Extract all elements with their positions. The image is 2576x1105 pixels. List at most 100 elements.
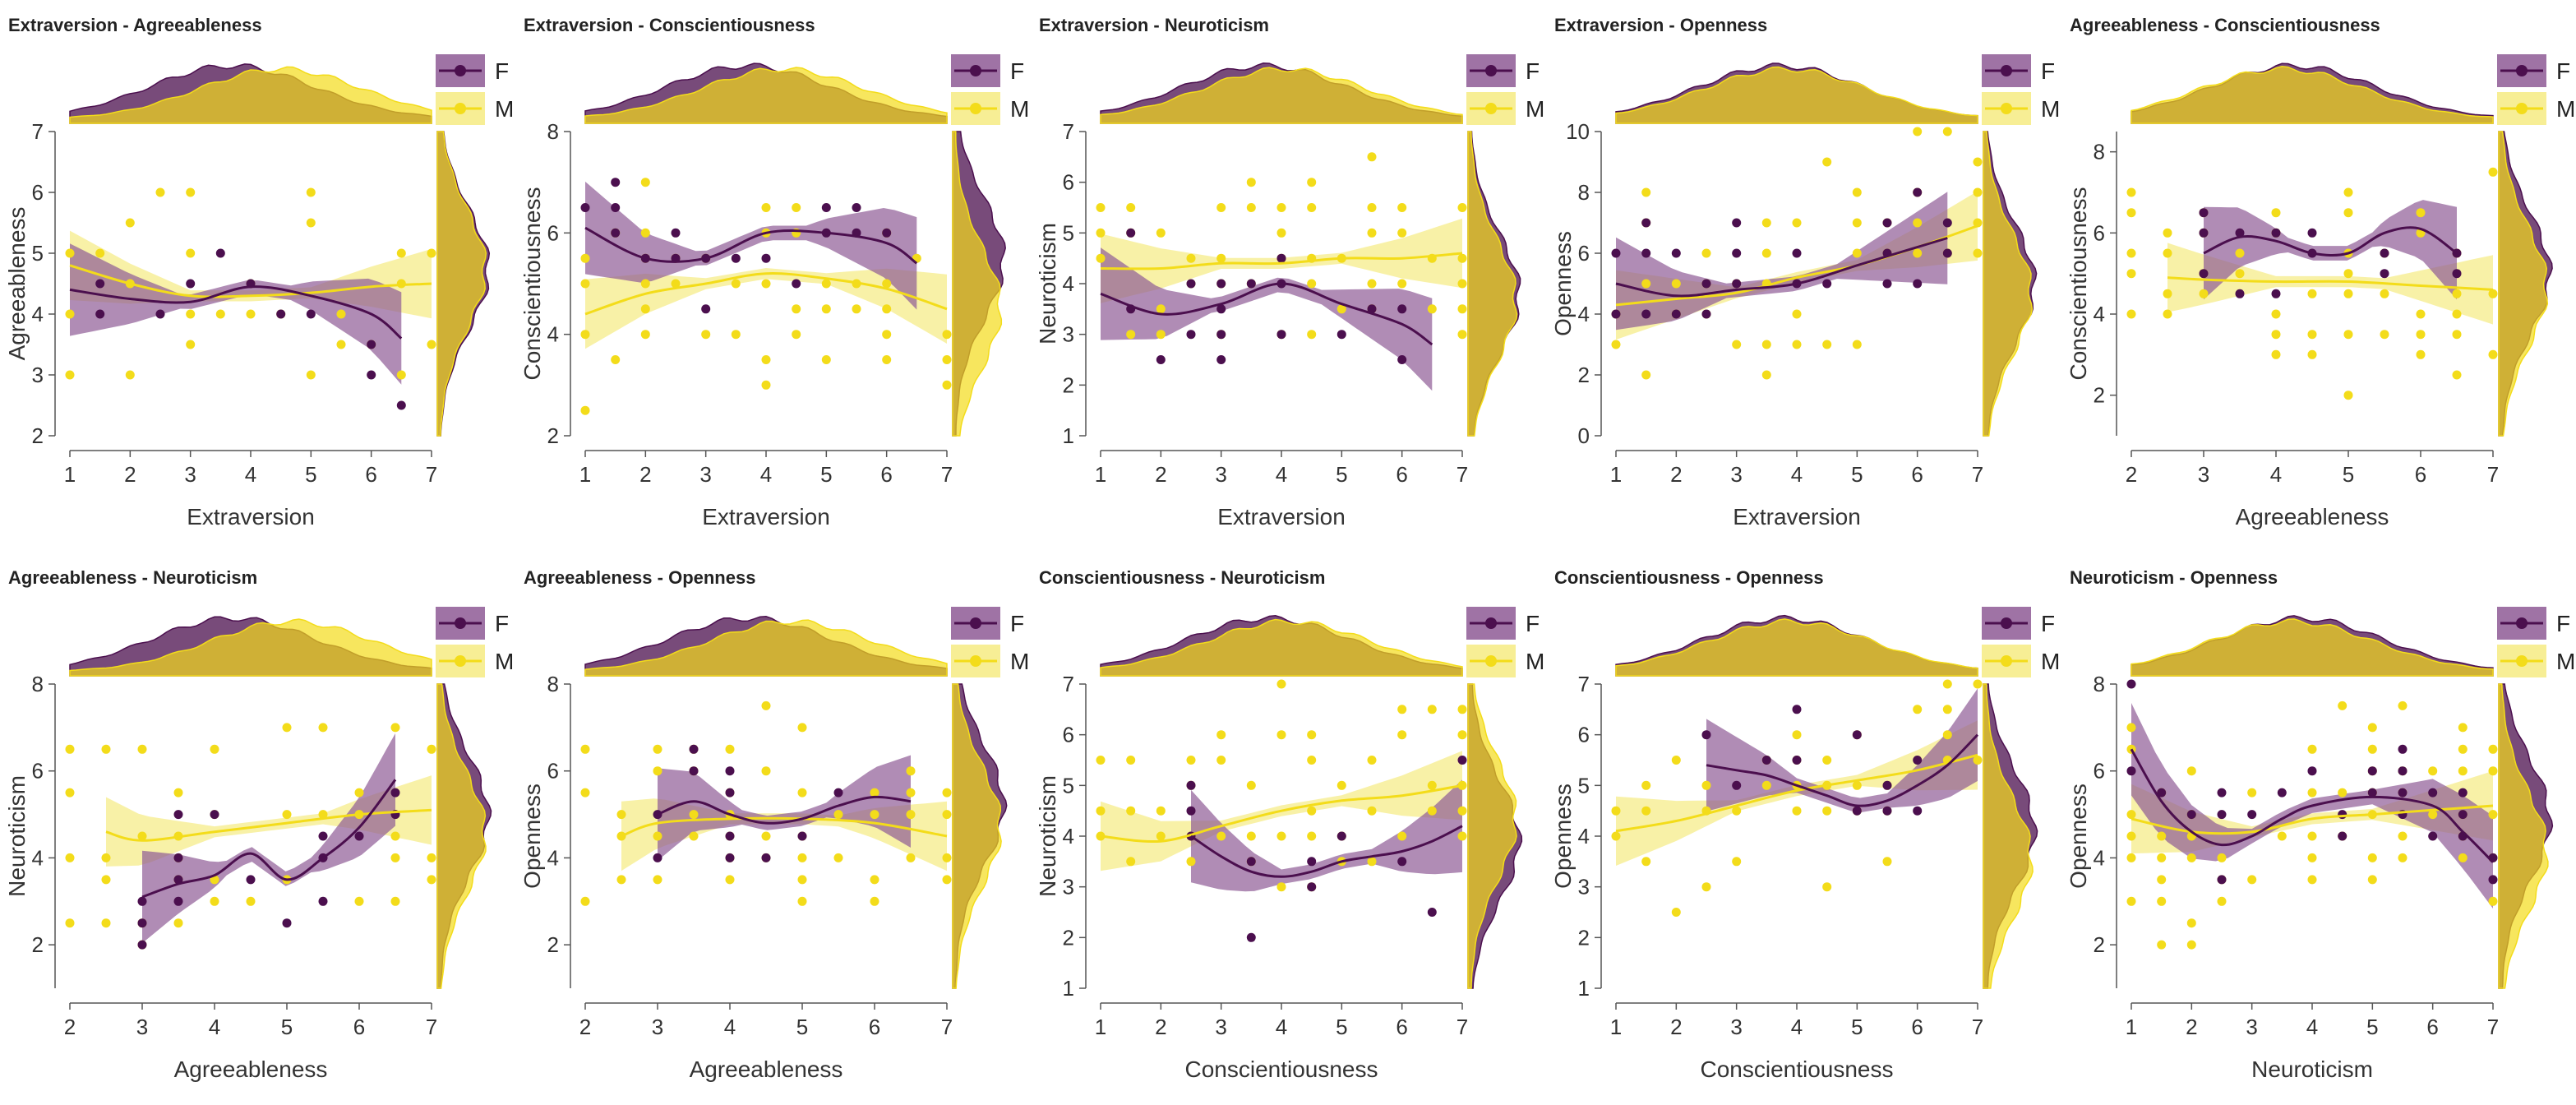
m-point [1457, 330, 1467, 340]
m-point [2488, 766, 2498, 776]
m-point [1246, 203, 1256, 212]
f-point [173, 896, 183, 906]
m-point [1942, 127, 1952, 136]
m-point [65, 853, 75, 862]
f-point [1852, 806, 1862, 816]
y-tick-label: 4 [32, 845, 44, 870]
f-point [173, 853, 183, 862]
f-point [1641, 248, 1651, 258]
f-point [611, 178, 621, 187]
legend-label-f: F [2041, 58, 2055, 84]
m-point [2247, 788, 2257, 798]
legend-point-f [970, 617, 981, 629]
f-point [1732, 248, 1742, 258]
m-point [65, 370, 75, 380]
m-point [210, 744, 219, 754]
m-point [1126, 806, 1136, 816]
y-tick-label: 2 [1063, 372, 1074, 397]
m-point [906, 853, 916, 862]
m-point [1792, 309, 1802, 319]
m-point [2126, 853, 2136, 862]
x-tick-label: 3 [1730, 462, 1742, 487]
f-point [1611, 248, 1621, 258]
x-tick-label: 3 [136, 1015, 148, 1039]
x-tick-label: 4 [209, 1015, 220, 1039]
f-point [1397, 304, 1407, 314]
m-fit-line [69, 264, 432, 298]
m-point [882, 279, 892, 289]
m-point [1276, 203, 1286, 212]
m-point [390, 896, 400, 906]
m-point [1307, 831, 1317, 841]
m-point [1156, 831, 1166, 841]
m-point [1276, 831, 1286, 841]
legend-label-m: M [2041, 649, 2060, 674]
x-axis-label: Extraversion [1217, 504, 1346, 529]
f-point [1852, 730, 1862, 740]
f-point [2458, 788, 2468, 798]
m-point [1761, 340, 1771, 349]
f-point [2217, 788, 2227, 798]
f-point [2199, 269, 2209, 279]
m-point [2488, 349, 2498, 359]
m-point [2277, 831, 2287, 841]
side-density-m [436, 683, 487, 989]
x-tick-label: 4 [1276, 1015, 1287, 1039]
side-density-m [952, 131, 1003, 437]
y-axis-label: Neuroticism [1035, 223, 1060, 344]
legend-point-f [2516, 65, 2528, 76]
x-tick-label: 3 [1730, 1015, 1742, 1039]
x-tick-label: 4 [245, 462, 256, 487]
y-tick-label: 4 [1063, 271, 1074, 296]
m-point [2416, 309, 2426, 319]
f-point [1216, 330, 1226, 340]
m-point [1882, 857, 1892, 867]
m-point [797, 875, 807, 885]
m-point [731, 279, 741, 289]
x-tick-label: 1 [579, 462, 591, 487]
m-point [1761, 780, 1771, 790]
m-point [186, 248, 196, 258]
m-point [246, 309, 256, 319]
y-tick-label: 7 [1063, 672, 1074, 696]
m-point [1276, 730, 1286, 740]
m-point [1397, 831, 1407, 841]
f-point [725, 831, 735, 841]
m-point [1126, 203, 1136, 212]
m-point [761, 279, 771, 289]
y-tick-label: 7 [1063, 119, 1074, 144]
m-point [821, 304, 831, 314]
f-point [1732, 218, 1742, 228]
f-point [2307, 228, 2317, 238]
m-point [186, 187, 196, 197]
y-tick-label: 6 [547, 220, 559, 245]
legend: FM [1466, 607, 1544, 677]
m-point [2307, 744, 2317, 754]
y-tick-label: 6 [1063, 170, 1074, 195]
m-point [306, 187, 316, 197]
f-confidence-band [1101, 247, 1433, 391]
f-point [725, 853, 735, 862]
chart-panel: Agreeableness - Conscientiousness 2 3 4 5 6 7 2… [2066, 15, 2575, 529]
legend-label-m: M [495, 96, 514, 122]
x-tick-label: 7 [426, 462, 437, 487]
m-point [833, 853, 843, 862]
m-point [689, 831, 699, 841]
y-tick-label: 5 [1063, 773, 1074, 798]
m-point [306, 218, 316, 228]
m-point [1973, 157, 1983, 167]
m-point [2271, 330, 2281, 340]
x-tick-label: 2 [1670, 462, 1682, 487]
x-tick-label: 5 [2343, 462, 2354, 487]
legend: FM [436, 54, 514, 125]
m-point [2163, 289, 2172, 298]
m-confidence-band [106, 775, 432, 867]
y-axis-label: Conscientiousness [2066, 187, 2091, 380]
f-point [1792, 248, 1802, 258]
m-fit-line [2167, 276, 2494, 291]
m-point [1942, 679, 1952, 689]
m-point [942, 853, 952, 862]
m-point [640, 279, 650, 289]
m-point [101, 918, 111, 928]
x-axis-label: Neuroticism [2251, 1056, 2373, 1082]
